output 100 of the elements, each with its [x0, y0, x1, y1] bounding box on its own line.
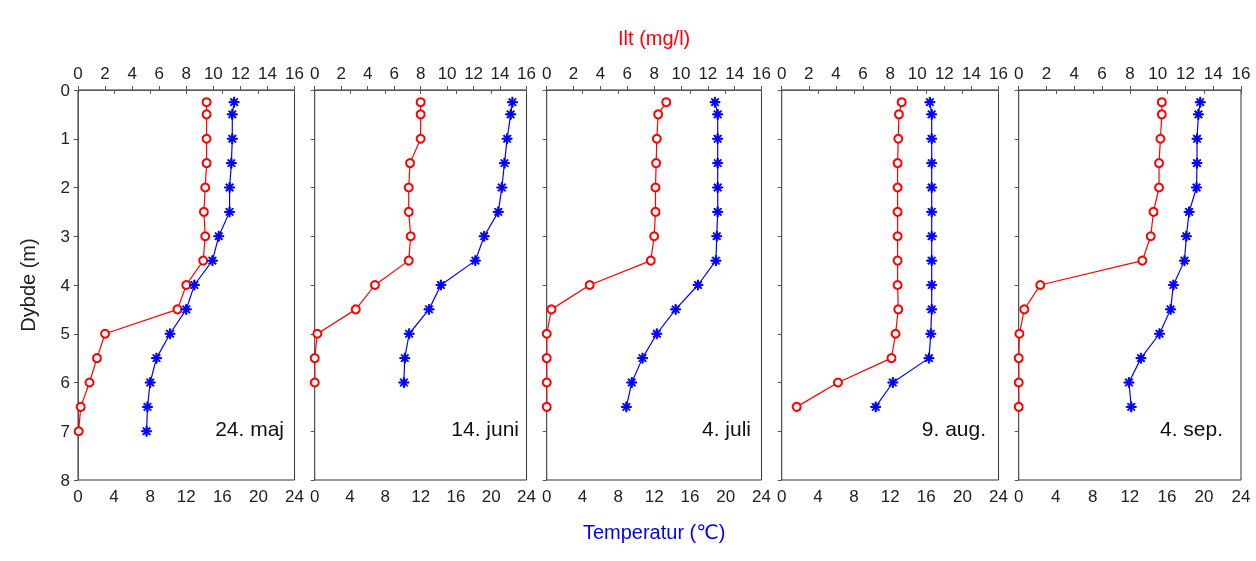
x2-tick-label: 10 [203, 64, 223, 83]
x-tick-label: 20 [952, 487, 972, 506]
y-tick-label: 8 [60, 470, 70, 490]
point [423, 303, 435, 315]
x2-tick-label: 0 [541, 64, 552, 83]
x-tick-label: 4 [109, 487, 119, 506]
y-tick-label: 7 [60, 421, 70, 441]
x-tick-label: 24 [285, 487, 305, 506]
x2-tick-label: 16 [285, 64, 305, 83]
x-tick-label: 20 [1194, 487, 1214, 506]
x2-tick-label: 12 [934, 64, 954, 83]
x-tick-label: 12 [176, 487, 196, 506]
point [1165, 303, 1177, 315]
x2-tick-label: 0 [73, 64, 83, 83]
x-tick-label: 16 [1157, 487, 1177, 506]
x2-tick-label: 8 [1125, 64, 1135, 83]
point [188, 279, 200, 291]
x2-tick-label: 16 [1231, 64, 1251, 83]
x-tick-label: 0 [309, 487, 320, 506]
x2-tick-label: 16 [752, 64, 772, 83]
x2-tick-label: 14 [1203, 64, 1223, 83]
annotation: 4. sep. [1159, 417, 1224, 440]
x-tick-label: 8 [145, 487, 155, 506]
x-tick-label: 12 [644, 487, 664, 506]
point [224, 182, 236, 193]
x2-tick-label: 16 [989, 64, 1009, 83]
point [870, 401, 882, 413]
x2-tick-label: 12 [230, 64, 250, 83]
x-tick-label: 24 [989, 487, 1009, 506]
x2-tick-label: 4 [831, 64, 841, 83]
x2-tick-label: 4 [595, 64, 606, 83]
x2-tick-label: 14 [725, 64, 745, 83]
point [151, 352, 162, 364]
y-tick-label: 5 [60, 324, 70, 344]
point [226, 108, 238, 120]
x2-tick-label: 2 [336, 64, 346, 83]
x-tick-label: 8 [613, 487, 624, 506]
y-tick-label: 3 [60, 226, 70, 246]
point [498, 157, 510, 169]
annotation: 4. juli [701, 417, 752, 440]
x2-tick-label: 16 [517, 64, 537, 83]
point [225, 157, 237, 169]
point [1192, 108, 1204, 120]
y-tick-label: 0 [60, 80, 70, 100]
point [469, 255, 481, 267]
x2-tick-label: 6 [1097, 64, 1107, 83]
x2-tick-label: 8 [415, 64, 426, 83]
x2-tick-label: 2 [100, 64, 110, 83]
point [1123, 377, 1135, 388]
point [206, 255, 218, 267]
point [926, 206, 938, 218]
x-tick-label: 0 [73, 487, 83, 506]
point [398, 377, 410, 388]
x2-tick-label: 2 [568, 64, 579, 83]
x-tick-label: 16 [212, 487, 232, 506]
x2-tick-label: 10 [437, 64, 457, 83]
x2-tick-label: 0 [309, 64, 320, 83]
x2-tick-label: 8 [885, 64, 895, 83]
x2-tick-label: 6 [858, 64, 868, 83]
x-axis-title: Temperatur (℃) [582, 521, 726, 543]
point [496, 182, 508, 193]
x-tick-label: 20 [481, 487, 501, 506]
point [141, 401, 153, 413]
annotation: 24. maj [215, 417, 285, 440]
x2-tick-label: 10 [671, 64, 691, 83]
y-tick-label: 6 [60, 373, 70, 392]
point [180, 303, 192, 315]
x2-tick-label: 14 [490, 64, 510, 83]
point [144, 377, 156, 388]
x2-tick-label: 8 [181, 64, 192, 83]
point [620, 401, 632, 413]
x-tick-label: 16 [680, 487, 700, 506]
x2-tick-label: 6 [622, 64, 633, 83]
x2-tick-label: 10 [1148, 64, 1168, 83]
x-tick-label: 20 [716, 487, 736, 506]
point [926, 157, 938, 169]
x-tick-label: 0 [541, 487, 552, 506]
y-tick-label: 1 [60, 129, 70, 149]
point [926, 230, 938, 242]
x-tick-label: 4 [1051, 487, 1061, 506]
point [710, 255, 722, 267]
x2-tick-label: 8 [649, 64, 659, 83]
x-tick-label: 0 [1013, 487, 1024, 506]
annotation: 9. aug. [921, 417, 987, 440]
point [887, 377, 899, 388]
x2-tick-label: 4 [1069, 64, 1080, 83]
x2-tick-label: 6 [389, 64, 399, 83]
x-tick-label: 24 [517, 487, 537, 506]
x-tick-label: 4 [577, 487, 588, 506]
y-axis-title: Dybde (m) [17, 238, 39, 332]
x2-tick-label: 4 [127, 64, 137, 83]
x2-tick-label: 2 [804, 64, 814, 83]
point [141, 425, 153, 437]
point [926, 255, 938, 267]
x-tick-label: 8 [380, 487, 391, 506]
x2-tick-label: 0 [1013, 64, 1024, 83]
point [926, 108, 938, 120]
point [926, 303, 938, 315]
x-tick-label: 24 [752, 487, 772, 506]
point [1180, 230, 1192, 242]
